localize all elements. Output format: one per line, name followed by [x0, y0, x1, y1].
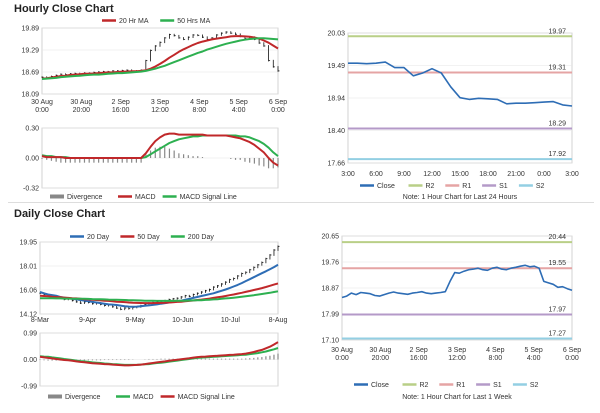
- hourly-pivot-y-tick-label: 19.49: [327, 63, 345, 70]
- hourly-pivot-x-tick-label: 6:00: [369, 171, 383, 178]
- daily-x-tick-label: 8-Mar: [31, 317, 50, 324]
- daily-legend-label: 50 Day: [137, 234, 160, 241]
- daily-pivot-level-s1-label: 17.97: [548, 307, 566, 314]
- daily-pivot-y-tick-label: 17.10: [321, 338, 339, 345]
- hourly-pivot-x-tick-label: 0:00: [537, 171, 551, 178]
- daily-pivot-note: Note: 1 Hour Chart for Last 1 Week: [402, 394, 512, 401]
- daily-macd-legend-label: Divergence: [65, 394, 101, 401]
- hourly-pivot-legend-label: S1: [499, 183, 508, 190]
- daily-pivot-legend-label: S2: [530, 382, 539, 389]
- hourly-pivot-y-tick-label: 18.40: [327, 128, 345, 135]
- hourly-x-tick-label: 3 Sep 12:00: [151, 99, 169, 114]
- daily-pivot-level-r1-label: 19.55: [548, 260, 566, 267]
- hourly-x-tick-label: 4 Sep 8:00: [190, 99, 208, 114]
- hourly-20-hr-ma-line: [41, 35, 279, 80]
- hourly-pivot-legend-label: Close: [377, 183, 395, 190]
- hourly-macd-y-tick-label: -0.32: [23, 186, 39, 193]
- daily-pivot-x-tick-label: 5 Sep 4:00: [525, 347, 543, 362]
- section-divider: [8, 202, 594, 203]
- hourly-pivot-legend-label: R2: [426, 183, 435, 190]
- hourly-pivot-y-tick-label: 18.94: [327, 96, 345, 103]
- daily-y-tick-label: 14.12: [19, 312, 37, 319]
- daily-y-tick-label: 19.95: [19, 240, 37, 247]
- hourly-macd-y-tick-label: 0.00: [25, 156, 39, 163]
- hourly-x-tick-label: 2 Sep 16:00: [112, 99, 130, 114]
- daily-pivot-legend-label: R1: [456, 382, 465, 389]
- daily-x-tick-label: 10-Jul: [221, 317, 241, 324]
- daily-pivot-x-tick-label: 30 Aug 0:00: [331, 347, 353, 362]
- hourly-chart-title: Hourly Close Chart: [14, 3, 114, 15]
- daily-macd-y-tick-label: 0.99: [23, 331, 37, 338]
- hourly-macd-y-tick-label: 0.30: [25, 126, 39, 133]
- daily-pivot-level-s2-label: 17.27: [548, 331, 566, 338]
- hourly-legend-label: 20 Hr MA: [119, 18, 149, 25]
- hourly-pivot-x-tick-label: 3:00: [565, 171, 579, 178]
- hourly-macd-legend-label: MACD Signal Line: [180, 194, 237, 201]
- hourly-pivot-level-r2-label: 19.97: [548, 28, 566, 35]
- daily-pivot-y-tick-label: 19.76: [321, 260, 339, 267]
- daily-pivot-y-tick-label: 20.65: [321, 234, 339, 241]
- daily-x-tick-label: 10-Jun: [172, 317, 194, 324]
- hourly-pivot-x-tick-label: 15:00: [451, 171, 469, 178]
- daily-200-day-line: [40, 290, 279, 302]
- hourly-pivot-y-tick-label: 17.66: [327, 161, 345, 168]
- daily-pivot-close-line: [341, 264, 573, 299]
- hourly-pivot-x-tick-label: 3:00: [341, 171, 355, 178]
- hourly-x-tick-label: 30 Aug 20:00: [70, 99, 92, 114]
- daily-macd-legend-label: MACD: [133, 394, 154, 401]
- hourly-pivot-legend-label: R1: [462, 183, 471, 190]
- hourly-pivot-close-line: [348, 61, 573, 107]
- hourly-pivot-level-s2-label: 17.92: [548, 151, 566, 158]
- daily-pivot-y-tick-label: 18.87: [321, 286, 339, 293]
- hourly-pivot-x-tick-label: 21:00: [507, 171, 525, 178]
- daily-x-tick-label: 8-Aug: [269, 317, 288, 324]
- hourly-pivot-level-s1-label: 18.29: [548, 120, 566, 127]
- hourly-pivot-legend-label: S2: [536, 183, 545, 190]
- hourly-y-tick-label: 19.89: [21, 26, 39, 33]
- hourly-x-tick-label: 6 Sep 0:00: [269, 99, 287, 114]
- hourly-y-tick-label: 18.09: [21, 92, 39, 99]
- hourly-pivot-note: Note: 1 Hour Chart for Last 24 Hours: [403, 194, 518, 201]
- hourly-y-tick-label: 18.69: [21, 70, 39, 77]
- hourly-pivot-x-tick-label: 12:00: [423, 171, 441, 178]
- hourly-frame: [41, 27, 279, 95]
- daily-y-tick-label: 18.01: [19, 264, 37, 271]
- hourly-macd-line: [41, 132, 279, 167]
- daily-legend-label: 200 Day: [188, 234, 215, 241]
- daily-macd-y-tick-label: 0.00: [23, 357, 37, 364]
- daily-pivot-legend-label: Close: [371, 382, 389, 389]
- daily-pivot-x-tick-label: 3 Sep 12:00: [448, 347, 466, 362]
- daily-20-day-line: [39, 263, 279, 308]
- daily-macd-y-tick-label: -0.99: [21, 384, 37, 391]
- daily-pivot-x-tick-label: 4 Sep 8:00: [486, 347, 504, 362]
- hourly-legend-label: 50 Hrs MA: [177, 18, 210, 25]
- hourly-y-tick-label: 19.29: [21, 48, 39, 55]
- daily-y-tick-label: 16.06: [19, 288, 37, 295]
- daily-pivot-level-r2-label: 20.44: [548, 234, 566, 241]
- hourly-pivot-x-tick-label: 9:00: [397, 171, 411, 178]
- daily-pivot-x-tick-label: 2 Sep 16:00: [410, 347, 428, 362]
- daily-chart-title: Daily Close Chart: [14, 208, 106, 220]
- hourly-x-tick-label: 5 Sep 4:00: [230, 99, 248, 114]
- hourly-pivot-x-tick-label: 18:00: [479, 171, 497, 178]
- hourly-50-hrs-ma-line: [41, 37, 279, 80]
- daily-pivot-legend-label: S1: [493, 382, 502, 389]
- daily-x-tick-label: 9-Apr: [79, 317, 97, 324]
- hourly-pivot-y-tick-label: 20.03: [327, 31, 345, 38]
- daily-macd-legend-label: MACD Signal Line: [178, 394, 235, 401]
- daily-macd-line: [39, 341, 279, 367]
- daily-pivot-y-tick-label: 17.99: [321, 312, 339, 319]
- hourly-pivot-level-r1-label: 19.31: [548, 64, 566, 71]
- daily-x-tick-label: 9-May: [125, 317, 145, 324]
- hourly-macd-legend-label: Divergence: [67, 194, 103, 201]
- daily-pivot-legend-label: R2: [420, 382, 429, 389]
- hourly-macd-legend-label: MACD: [135, 194, 156, 201]
- hourly-x-tick-label: 30 Aug 0:00: [31, 99, 53, 114]
- daily-pivot-x-tick-label: 6 Sep 0:00: [563, 347, 581, 362]
- daily-pivot-x-tick-label: 30 Aug 20:00: [369, 347, 391, 362]
- daily-legend-label: 20 Day: [87, 234, 110, 241]
